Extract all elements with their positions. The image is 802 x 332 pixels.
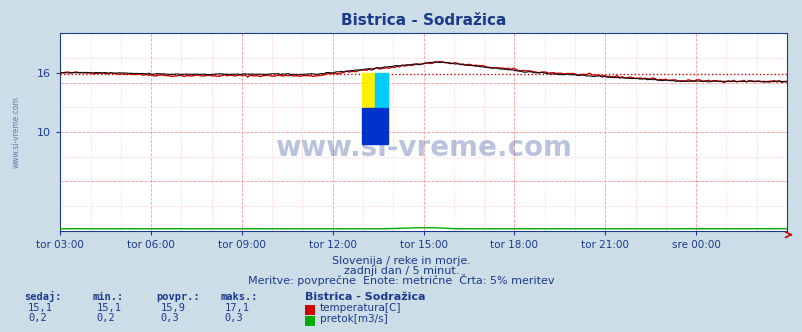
Text: maks.:: maks.:	[221, 292, 258, 302]
Text: 0,3: 0,3	[225, 313, 243, 323]
Text: temperatura[C]: temperatura[C]	[319, 303, 400, 313]
Text: 15,1: 15,1	[96, 303, 121, 313]
Text: 0,2: 0,2	[28, 313, 47, 323]
Text: 0,3: 0,3	[160, 313, 179, 323]
Text: 15,9: 15,9	[160, 303, 185, 313]
Text: www.si-vreme.com: www.si-vreme.com	[12, 96, 21, 168]
Text: Bistrica - Sodražica: Bistrica - Sodražica	[305, 292, 425, 302]
Text: 0,2: 0,2	[96, 313, 115, 323]
Text: Meritve: povprečne  Enote: metrične  Črta: 5% meritev: Meritve: povprečne Enote: metrične Črta:…	[248, 274, 554, 286]
Title: Bistrica - Sodražica: Bistrica - Sodražica	[341, 13, 505, 28]
Text: sedaj:: sedaj:	[24, 291, 62, 302]
Text: povpr.:: povpr.:	[156, 292, 200, 302]
Text: min.:: min.:	[92, 292, 124, 302]
Text: Slovenija / reke in morje.: Slovenija / reke in morje.	[332, 256, 470, 266]
Text: www.si-vreme.com: www.si-vreme.com	[275, 134, 571, 162]
Text: 15,1: 15,1	[28, 303, 53, 313]
Bar	[362, 108, 387, 144]
Text: zadnji dan / 5 minut.: zadnji dan / 5 minut.	[343, 266, 459, 276]
Text: pretok[m3/s]: pretok[m3/s]	[319, 314, 387, 324]
Text: 17,1: 17,1	[225, 303, 249, 313]
Bar	[362, 73, 375, 108]
Bar	[375, 73, 387, 108]
